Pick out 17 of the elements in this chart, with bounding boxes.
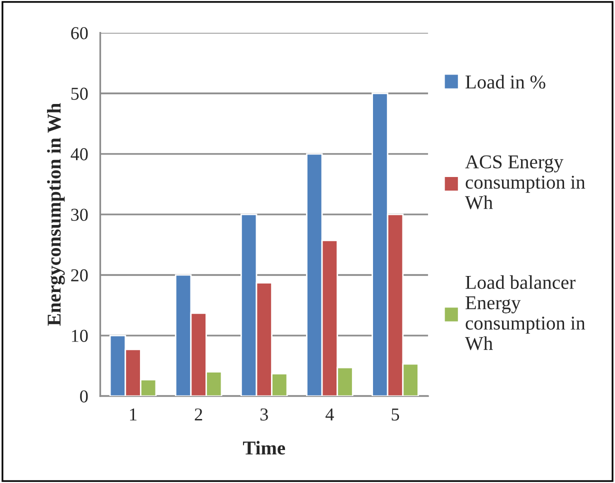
- y-tick-label: 0: [80, 390, 88, 402]
- y-axis-title: Energyconsumption in Wh: [47, 103, 65, 326]
- y-tick-label: 50: [71, 88, 88, 100]
- y-tick-label: 10: [72, 330, 88, 342]
- legend-label: Load balancer Energy consumption in Wh: [465, 275, 586, 350]
- x-tick-label: 4: [326, 408, 334, 420]
- y-tick-label: 40: [70, 148, 88, 160]
- y-tick-label: 30: [71, 208, 88, 221]
- x-tick-label: 1: [130, 408, 136, 420]
- x-tick-label: 2: [194, 408, 202, 420]
- x-axis-title: Time: [243, 440, 286, 455]
- y-tick-label: 20: [71, 269, 88, 282]
- legend-label: Load in %: [466, 74, 546, 89]
- x-tick-label: 5: [392, 408, 400, 421]
- y-tick-label: 60: [71, 27, 88, 40]
- legend-label: ACS Energy consumption in Wh: [465, 155, 586, 210]
- x-tick-label: 3: [260, 408, 268, 421]
